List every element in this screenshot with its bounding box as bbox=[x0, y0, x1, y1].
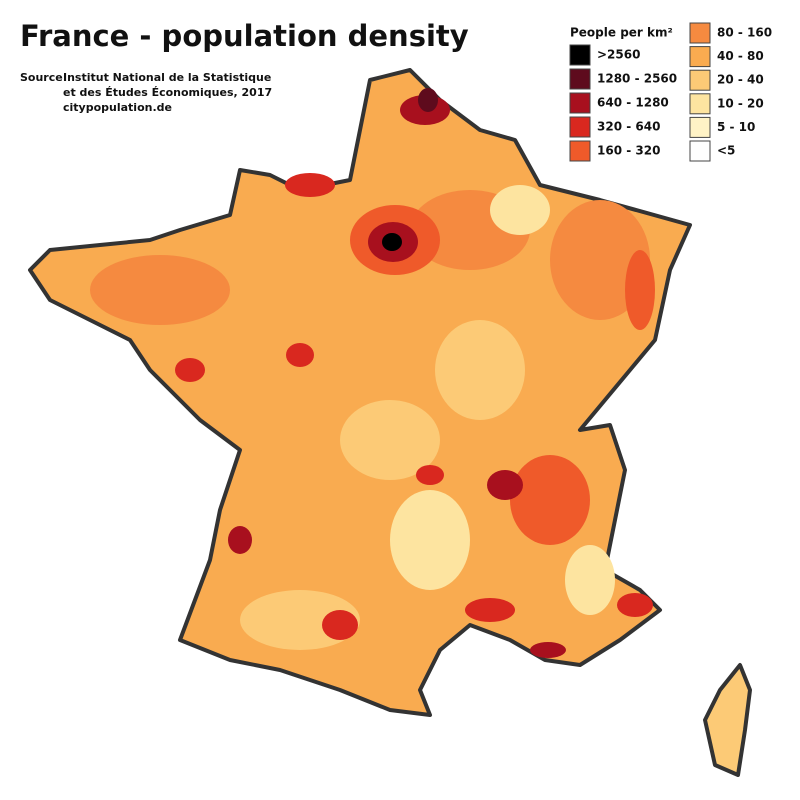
legend-swatch bbox=[569, 44, 591, 66]
legend-label: <5 bbox=[717, 144, 735, 158]
legend-title: People per km² bbox=[570, 26, 673, 40]
legend-label: 40 - 80 bbox=[717, 49, 764, 63]
source-label: Source: bbox=[20, 71, 67, 84]
legend-swatch bbox=[689, 116, 711, 138]
source-line: Institut National de la Statistique bbox=[63, 71, 271, 84]
corsica bbox=[703, 663, 752, 777]
legend-swatch bbox=[689, 69, 711, 91]
legend-swatch bbox=[689, 22, 711, 44]
legend-label: 1280 - 2560 bbox=[597, 72, 677, 86]
legend-swatch bbox=[569, 92, 591, 114]
legend-swatch bbox=[689, 140, 711, 162]
source-line: citypopulation.de bbox=[63, 101, 172, 114]
legend-label: 20 - 40 bbox=[717, 73, 764, 87]
legend-label: >2560 bbox=[597, 48, 640, 62]
title: France - population density bbox=[20, 19, 469, 53]
legend-label: 5 - 10 bbox=[717, 120, 755, 134]
legend: >2560 1280 - 2560 640 - 1280 320 - 640 160 -… bbox=[569, 22, 772, 162]
france-mainland bbox=[28, 68, 692, 717]
density-regions bbox=[90, 88, 655, 658]
legend-swatch bbox=[569, 116, 591, 138]
legend-label: 10 - 20 bbox=[717, 96, 764, 110]
legend-swatch bbox=[569, 140, 591, 162]
legend-label: 160 - 320 bbox=[597, 144, 660, 158]
legend-label: 320 - 640 bbox=[597, 120, 660, 134]
legend-label: 640 - 1280 bbox=[597, 96, 669, 110]
map bbox=[28, 68, 752, 777]
legend-swatch bbox=[569, 68, 591, 90]
legend-swatch bbox=[689, 46, 711, 68]
source-line: et des Études Économiques, 2017 bbox=[63, 86, 272, 99]
legend-swatch bbox=[689, 93, 711, 115]
legend-label: 80 - 160 bbox=[717, 26, 772, 40]
